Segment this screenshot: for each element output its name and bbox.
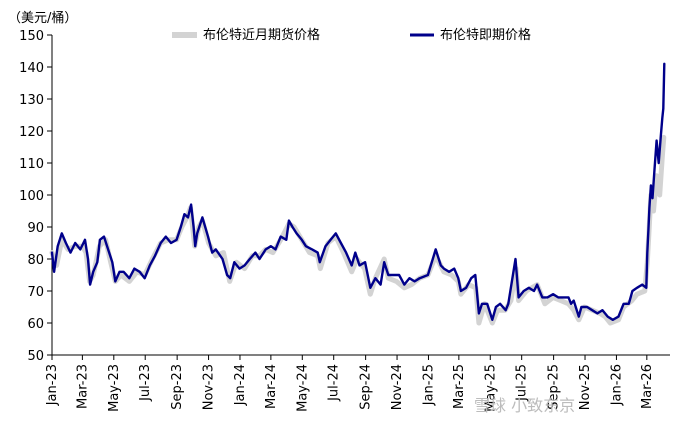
x-tick-label: Jul-24 <box>327 364 342 402</box>
x-tick-label: May-25 <box>483 364 498 412</box>
x-tick-label: Jan-24 <box>233 364 248 406</box>
x-tick-label: Mar-25 <box>452 364 467 409</box>
y-tick-label: 90 <box>27 221 44 236</box>
x-tick-label: Nov-25 <box>578 364 593 410</box>
x-tick-label: Sep-23 <box>170 364 185 410</box>
x-tick-label: Jul-25 <box>515 364 530 402</box>
y-tick-label: 150 <box>19 29 44 44</box>
x-tick-label: May-23 <box>107 364 122 412</box>
x-tick-label: Nov-24 <box>390 364 405 410</box>
legend: 布伦特近月期货价格 布伦特即期价格 <box>172 27 531 43</box>
y-tick-label: 60 <box>27 317 44 332</box>
x-tick-label: Nov-23 <box>202 364 217 410</box>
y-tick-label: 100 <box>19 189 44 204</box>
y-tick-label: 50 <box>27 349 44 364</box>
y-tick-label: 120 <box>19 125 44 140</box>
y-tick-label: 140 <box>19 61 44 76</box>
x-tick-label: Jan-25 <box>421 364 436 406</box>
y-axis: 50 60 70 80 90 100 110 120 130 140 150 <box>19 29 53 364</box>
series-line-spot <box>50 62 666 321</box>
x-axis: Jan-23 Mar-23 May-23 Jul-23 Sep-23 Nov-23 Jan-… <box>45 354 670 412</box>
x-tick-label: Sep-24 <box>359 364 374 410</box>
x-tick-label: Mar-26 <box>640 364 655 409</box>
x-tick-label: Jan-26 <box>609 364 624 406</box>
legend-label-spot: 布伦特即期价格 <box>440 27 531 43</box>
series-layer <box>49 62 667 326</box>
legend-label-futures: 布伦特近月期货价格 <box>203 27 320 43</box>
y-tick-label: 70 <box>27 285 44 300</box>
y-tick-label: 80 <box>27 253 44 268</box>
x-tick-label: Sep-25 <box>547 364 562 410</box>
y-tick-label: 110 <box>19 157 44 172</box>
y-axis-unit-label: （美元/桶） <box>8 11 77 26</box>
x-tick-label: May-24 <box>295 364 310 412</box>
x-tick-label: Mar-23 <box>75 364 90 409</box>
x-tick-label: Jan-23 <box>45 364 60 406</box>
x-tick-label: Jul-23 <box>138 364 153 402</box>
series-line-futures <box>49 134 667 326</box>
y-tick-label: 130 <box>19 93 44 108</box>
watermark: 雪球 小致东京 <box>474 396 575 415</box>
x-tick-label: Mar-24 <box>264 364 279 409</box>
